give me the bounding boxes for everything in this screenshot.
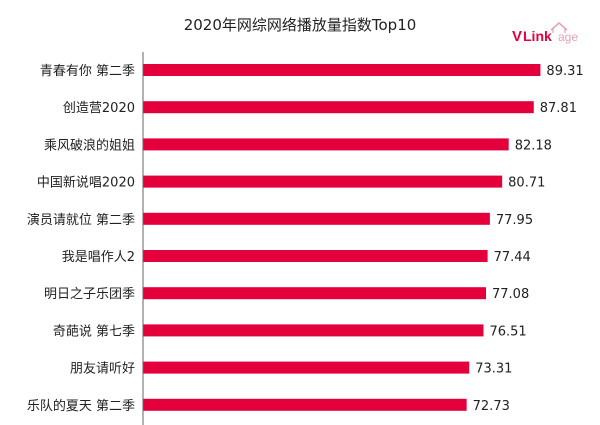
vlinkage-logo: V Link age (512, 22, 578, 45)
value-label: 73.31 (475, 362, 512, 377)
value-label: 72.73 (473, 399, 510, 414)
value-label: 89.31 (546, 64, 583, 79)
bar (143, 398, 467, 411)
bar (143, 250, 488, 262)
category-label: 朋友请听好 (70, 361, 135, 377)
bar (143, 101, 534, 114)
value-label: 87.81 (540, 101, 577, 116)
category-label: 明日之子乐团季 (44, 287, 135, 302)
category-label: 演员请就位 第二季 (27, 212, 135, 228)
logo-word-link: Link (523, 28, 552, 44)
bar (143, 287, 487, 300)
category-label: 创造营2020 (63, 101, 135, 116)
category-label: 我是唱作人2 (62, 250, 135, 265)
category-label: 乐队的夏天 第二季 (27, 398, 135, 414)
value-label: 76.51 (489, 324, 526, 339)
value-label: 77.44 (494, 250, 531, 265)
bar (143, 361, 470, 374)
bar (143, 212, 490, 225)
logo-word-age: age (558, 30, 578, 44)
bar (143, 175, 503, 188)
category-label: 奇葩说 第七季 (53, 323, 135, 339)
bar (143, 64, 541, 76)
value-label: 82.18 (515, 138, 552, 153)
logo-letter-v: V (512, 28, 522, 45)
chart-title: 2020年网综网络播放量指数Top10 (183, 16, 417, 34)
category-label: 青春有你 第二季 (40, 64, 135, 79)
value-label: 77.95 (496, 213, 533, 228)
value-label: 80.71 (508, 176, 545, 191)
bar (143, 324, 484, 337)
category-label: 中国新说唱2020 (37, 175, 135, 191)
value-label: 77.08 (492, 287, 529, 302)
bar (143, 138, 509, 151)
category-label: 乘风破浪的姐姐 (44, 137, 135, 153)
logo-house-icon (550, 22, 568, 33)
bars-layer: 青春有你 第二季 89.31 创造营2020 87.81 乘风破浪的姐姐 82.18 中国新… (27, 64, 584, 414)
